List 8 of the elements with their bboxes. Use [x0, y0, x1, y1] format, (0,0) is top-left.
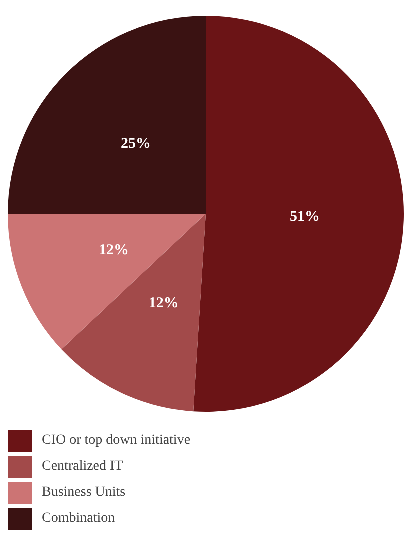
data-label: 12%: [148, 295, 179, 312]
legend-label: Centralized IT: [42, 459, 124, 475]
legend-label: CIO or top down initiative: [42, 433, 191, 449]
legend-label: Business Units: [42, 485, 126, 501]
data-label: 51%: [290, 208, 320, 225]
data-label: 25%: [120, 136, 151, 152]
legend-label: Combination: [42, 511, 116, 527]
data-label: 12%: [98, 242, 129, 258]
